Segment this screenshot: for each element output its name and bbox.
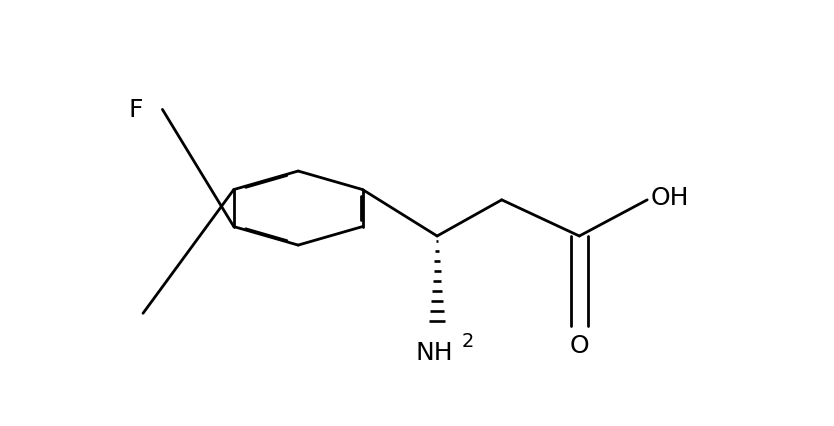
Text: OH: OH bbox=[651, 185, 689, 209]
Text: F: F bbox=[128, 98, 143, 122]
Text: 2: 2 bbox=[462, 331, 475, 351]
Text: O: O bbox=[570, 333, 589, 357]
Text: NH: NH bbox=[415, 340, 453, 364]
